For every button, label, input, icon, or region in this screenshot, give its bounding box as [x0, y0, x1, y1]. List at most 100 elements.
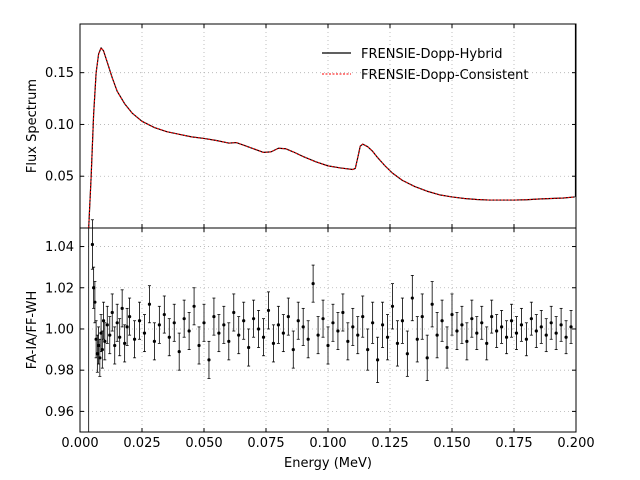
ratio-point	[128, 315, 132, 319]
ratio-point	[187, 329, 191, 333]
bottom-y-tick-label: 0.98	[45, 364, 74, 379]
ratio-point	[95, 352, 99, 356]
ratio-point	[103, 339, 107, 343]
ratio-point	[554, 331, 558, 335]
ratio-point	[514, 331, 519, 335]
ratio-point	[172, 321, 176, 325]
ratio-point	[385, 335, 390, 339]
bottom-y-tick-label: 1.04	[45, 240, 74, 255]
ratio-point	[266, 308, 271, 313]
ratio-point	[113, 343, 117, 348]
ratio-point	[470, 317, 474, 321]
bottom-ticks: 0.000 0.025 0.050 0.075 0.100 0.125 0.150 0.175…	[45, 228, 595, 451]
ratio-point	[123, 341, 127, 345]
ratio-point	[534, 329, 538, 333]
ratio-point	[232, 310, 236, 315]
ratio-point	[390, 304, 395, 308]
ratio-point	[529, 317, 533, 321]
ratio-point	[281, 331, 285, 335]
ratio-point	[132, 337, 137, 341]
ratio-point	[137, 319, 142, 323]
ratio-point	[559, 323, 563, 327]
ratio-point	[400, 319, 404, 323]
ratio-point	[92, 286, 96, 290]
x-tick-label: 0.100	[309, 436, 346, 451]
ratio-point	[500, 325, 504, 329]
x-tick-label: 0.125	[371, 436, 408, 451]
ratio-point	[495, 329, 499, 333]
ratio-point	[356, 333, 360, 337]
ratio-point	[182, 317, 186, 321]
ratio-point	[465, 339, 469, 343]
ratio-point	[430, 302, 434, 306]
top-y-tick-label: 0.10	[45, 118, 74, 133]
top-y-tick-label: 0.15	[45, 66, 74, 81]
ratio-point	[361, 315, 365, 319]
ratio-point	[99, 331, 103, 335]
ratio-point	[271, 341, 276, 345]
ratio-point	[316, 333, 320, 337]
ratio-point	[162, 312, 166, 317]
ratio-point	[480, 321, 484, 325]
ratio-point	[207, 358, 211, 362]
ratio-point	[192, 304, 196, 308]
ratio-point	[420, 315, 424, 319]
ratio-point	[152, 339, 156, 343]
ratio-point	[291, 347, 295, 352]
ratio-point	[202, 321, 206, 325]
x-tick-label: 0.075	[247, 436, 284, 451]
ratio-point	[490, 315, 494, 319]
ratio-point	[197, 343, 201, 348]
ratio-point	[415, 337, 419, 341]
ratio-point	[311, 282, 315, 286]
ratio-point	[395, 341, 400, 345]
ratio-point	[306, 337, 310, 341]
ratio-point	[296, 319, 300, 323]
ratio-point	[120, 306, 124, 310]
ratio-point	[125, 325, 129, 329]
ratio-point	[410, 296, 414, 300]
ratio-point	[475, 331, 479, 335]
legend: FRENSIE-Dopp-Hybrid FRENSIE-Dopp-Consist…	[322, 47, 528, 83]
ratio-point	[115, 321, 119, 325]
ratio-point	[100, 347, 104, 352]
ratio-point	[321, 317, 325, 321]
ratio-point	[97, 343, 101, 348]
ratio-point	[94, 337, 98, 341]
ratio-point	[435, 333, 439, 337]
ratio-point	[425, 356, 429, 360]
x-tick-label: 0.175	[495, 436, 532, 451]
ratio-point	[336, 329, 340, 333]
top-y-axis-label: Flux Spectrum	[25, 79, 40, 173]
ratio-point	[256, 327, 261, 331]
ratio-point	[247, 345, 251, 350]
x-tick-label: 0.150	[433, 436, 470, 451]
top-ticks: 0.05 0.10 0.15	[45, 24, 577, 228]
ratio-point	[157, 323, 161, 327]
bottom-series-group	[88, 219, 573, 432]
legend-label-hybrid: FRENSIE-Dopp-Hybrid	[361, 47, 503, 62]
ratio-point	[485, 341, 489, 345]
ratio-point	[405, 352, 409, 356]
ratio-point	[105, 323, 109, 327]
ratio-point	[346, 339, 350, 343]
x-tick-label: 0.050	[185, 436, 222, 451]
ratio-point	[341, 310, 345, 315]
ratio-point	[509, 319, 514, 323]
top-grid	[80, 24, 576, 228]
ratio-point	[108, 333, 112, 337]
bottom-axes-frame	[79, 227, 577, 433]
top-y-tick-label: 0.05	[45, 170, 74, 185]
ratio-point	[564, 335, 568, 339]
ratio-point	[212, 315, 216, 319]
ratio-point	[147, 302, 152, 306]
ratio-point	[98, 356, 102, 360]
ratio-point	[177, 350, 181, 354]
ratio-point	[445, 345, 449, 350]
ratio-point	[331, 321, 335, 325]
ratio-point	[326, 343, 330, 348]
ratio-point	[524, 337, 529, 341]
